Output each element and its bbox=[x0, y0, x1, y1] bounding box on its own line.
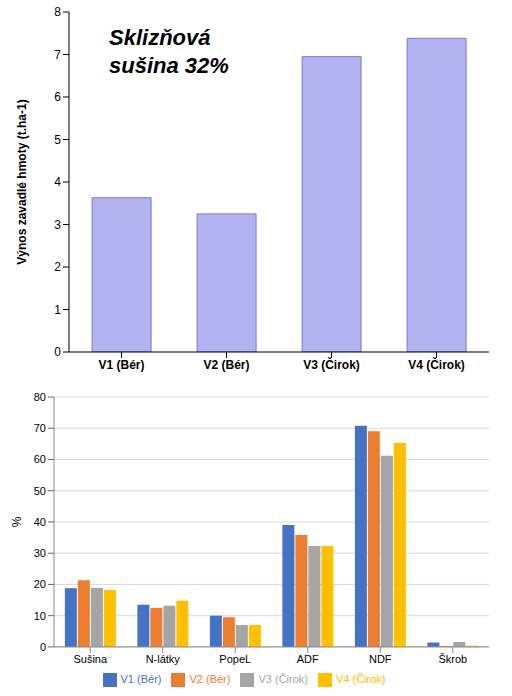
svg-text:80: 80 bbox=[34, 391, 46, 403]
svg-text:V1 (Bér): V1 (Bér) bbox=[98, 358, 144, 372]
svg-text:10: 10 bbox=[34, 610, 46, 622]
html-text:V4 (Čirok): V4 (Čirok) bbox=[336, 672, 386, 685]
svg-text:6: 6 bbox=[54, 90, 61, 104]
svg-text:7: 7 bbox=[54, 48, 61, 62]
svg-text:Výnos zavadlé hmoty (t.ha-1): Výnos zavadlé hmoty (t.ha-1) bbox=[15, 99, 29, 264]
html-text:V1 (Bér): V1 (Bér) bbox=[120, 672, 162, 685]
svg-text:N-látky: N-látky bbox=[146, 653, 181, 665]
svg-text:PopeL: PopeL bbox=[219, 653, 251, 665]
svg-text:V2 (Bér): V2 (Bér) bbox=[203, 358, 249, 372]
svg-text:1: 1 bbox=[54, 303, 61, 317]
svg-text:3: 3 bbox=[54, 218, 61, 232]
svg-text:30: 30 bbox=[34, 547, 46, 559]
svg-text:4: 4 bbox=[54, 175, 61, 189]
svg-text:0: 0 bbox=[40, 641, 46, 653]
svg-text:20: 20 bbox=[34, 578, 46, 590]
svg-text:%: % bbox=[10, 516, 24, 527]
svg-text:40: 40 bbox=[34, 516, 46, 528]
svg-text:70: 70 bbox=[34, 422, 46, 434]
svg-text:V3 (Čirok): V3 (Čirok) bbox=[303, 357, 360, 372]
svg-text:2: 2 bbox=[54, 260, 61, 274]
svg-text:5: 5 bbox=[54, 133, 61, 147]
svg-text:NDF: NDF bbox=[369, 653, 392, 665]
html-text:V3 (Čirok): V3 (Čirok) bbox=[258, 672, 308, 685]
svg-text:50: 50 bbox=[34, 485, 46, 497]
svg-text:V4 (Čirok): V4 (Čirok) bbox=[408, 357, 465, 372]
svg-text:Sušina: Sušina bbox=[73, 653, 108, 665]
html-text:Sklizňová sušina 32%: Sklizňová sušina 32% bbox=[109, 25, 229, 78]
svg-text:0: 0 bbox=[54, 345, 61, 359]
html-text:V2 (Bér): V2 (Bér) bbox=[189, 672, 231, 685]
svg-text:ADF: ADF bbox=[297, 653, 319, 665]
svg-text:Škrob: Škrob bbox=[438, 653, 467, 665]
svg-text:60: 60 bbox=[34, 453, 46, 465]
svg-text:8: 8 bbox=[54, 5, 61, 19]
